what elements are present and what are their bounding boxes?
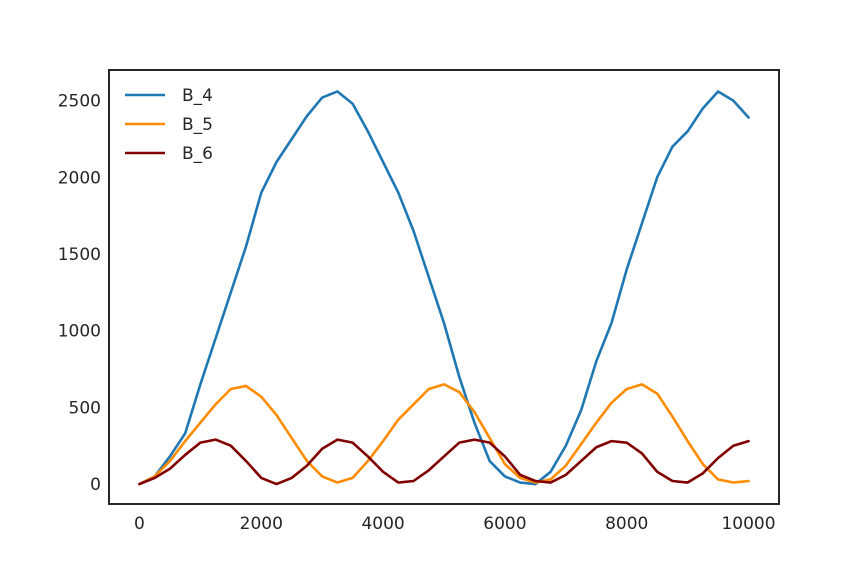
series-line-b-4 (138, 90, 750, 486)
legend-label: B_5 (182, 115, 213, 135)
x-tick-label: 6000 (483, 514, 526, 534)
legend-label: B_4 (182, 86, 213, 106)
series-line-b-6 (138, 438, 750, 486)
legend: B_4 B_5 B_6 (125, 86, 213, 164)
y-tick-label: 0 (90, 475, 101, 495)
x-tick-label: 2000 (240, 514, 283, 534)
y-tick-label: 1500 (58, 245, 101, 265)
x-tick-label: 4000 (361, 514, 404, 534)
x-tick-label: 8000 (605, 514, 648, 534)
y-tick-label: 2500 (58, 92, 101, 112)
x-tick-label: 10000 (721, 514, 775, 534)
y-tick-label: 2000 (58, 168, 101, 188)
series-layer (138, 90, 750, 486)
legend-label: B_6 (182, 144, 213, 164)
y-axis-ticks: 0 500 1000 1500 2000 2500 (58, 92, 101, 495)
y-tick-label: 500 (69, 398, 101, 418)
x-axis-ticks: 0 2000 4000 6000 8000 10000 (134, 514, 776, 534)
x-tick-label: 0 (134, 514, 145, 534)
series-line-b-5 (138, 383, 750, 486)
plot-frame (108, 69, 780, 505)
y-tick-label: 1000 (58, 322, 101, 342)
